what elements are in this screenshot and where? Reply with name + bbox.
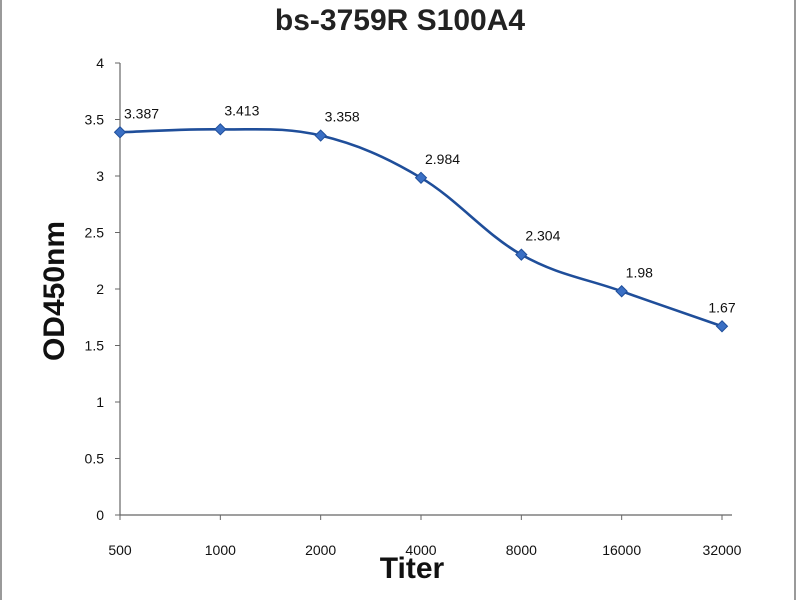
y-axis-title: OD450nm xyxy=(38,221,71,361)
data-label: 1.98 xyxy=(626,264,653,280)
x-tick-label: 8000 xyxy=(506,542,537,558)
data-point-marker xyxy=(214,123,227,136)
y-tick-label: 2.5 xyxy=(85,225,105,241)
x-axis-title: Titer xyxy=(380,552,445,585)
data-label: 2.984 xyxy=(425,151,460,167)
data-point-marker xyxy=(314,129,327,142)
data-point-marker xyxy=(515,248,528,261)
y-tick-label: 2 xyxy=(96,281,104,297)
x-tick-label: 2000 xyxy=(305,542,336,558)
x-tick-label: 1000 xyxy=(205,542,236,558)
x-tick-label: 32000 xyxy=(703,542,742,558)
data-label: 3.358 xyxy=(325,109,360,125)
data-point-marker xyxy=(113,126,127,139)
y-tick-label: 1 xyxy=(96,394,104,410)
y-tick-label: 0.5 xyxy=(85,451,105,467)
data-label: 3.387 xyxy=(124,105,159,121)
data-point-marker xyxy=(715,320,729,333)
y-tick-label: 0 xyxy=(96,507,104,523)
y-tick-label: 4 xyxy=(96,55,104,71)
y-tick-label: 3.5 xyxy=(85,112,105,128)
series-line xyxy=(119,127,723,328)
chart-title: bs-3759R S100A4 xyxy=(275,4,525,37)
y-tick-label: 1.5 xyxy=(85,338,105,354)
data-label: 1.67 xyxy=(708,299,735,315)
y-tick-label: 3 xyxy=(96,168,104,184)
x-tick-label: 500 xyxy=(108,542,132,558)
x-tick-label: 16000 xyxy=(602,542,641,558)
data-point-marker xyxy=(615,285,628,298)
data-label: 2.304 xyxy=(525,228,560,244)
data-label: 3.413 xyxy=(224,102,259,118)
data-point-marker xyxy=(414,171,428,185)
x-tick-label: 4000 xyxy=(405,542,436,558)
